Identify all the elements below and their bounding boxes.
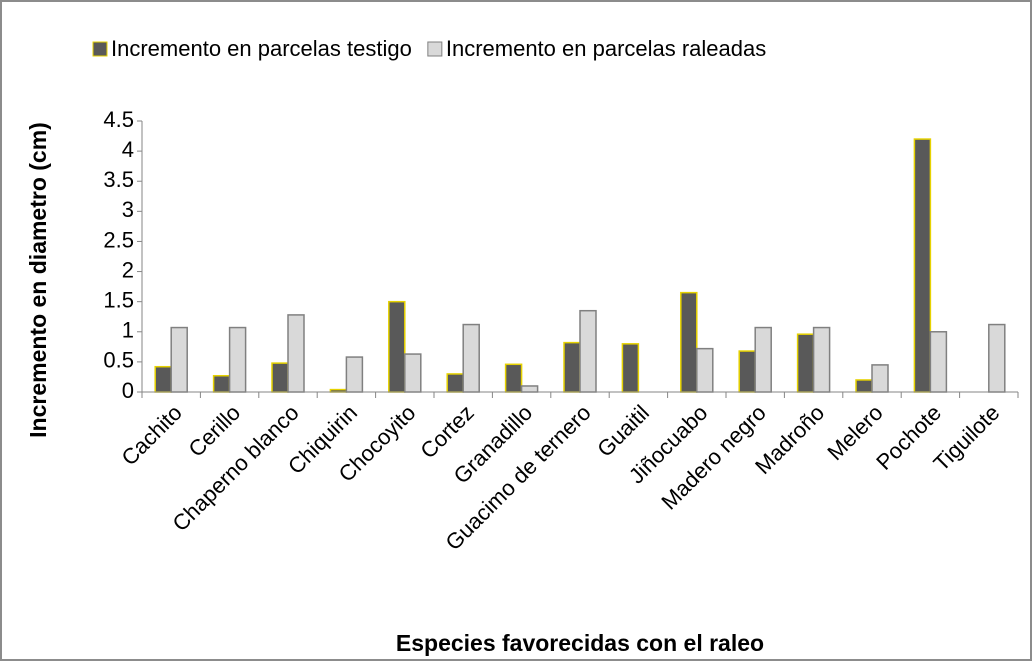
bar	[388, 300, 406, 393]
bar	[929, 331, 948, 393]
y-tick-label: 3	[122, 197, 134, 222]
bar	[988, 323, 1006, 393]
x-axis-title: Especies favorecidas con el raleo	[396, 630, 764, 656]
bar	[855, 379, 873, 393]
bar	[738, 350, 756, 393]
bar	[154, 365, 172, 393]
bar	[621, 343, 640, 393]
legend-label: Incremento en parcelas raleadas	[446, 36, 766, 61]
bar	[796, 333, 815, 393]
bar	[812, 326, 831, 393]
legend-swatch	[92, 41, 108, 57]
bar	[462, 323, 480, 393]
bar	[680, 291, 698, 393]
bar	[696, 347, 714, 393]
y-tick-label: 1	[122, 318, 134, 343]
y-tick-label: 2	[122, 257, 134, 282]
bar	[228, 326, 247, 393]
y-tick-label: 0.5	[103, 348, 134, 373]
y-tick-label: 4	[122, 137, 134, 162]
bar	[913, 138, 932, 393]
bar	[404, 353, 422, 393]
y-tick-label: 1.5	[103, 287, 134, 312]
y-tick-label: 0	[122, 378, 134, 403]
bar	[212, 374, 231, 393]
bar	[287, 314, 305, 393]
bar	[520, 385, 539, 393]
y-tick-label: 3.5	[103, 167, 134, 192]
y-tick-label: 2.5	[103, 227, 134, 252]
bar	[504, 363, 523, 393]
bar	[754, 326, 772, 393]
y-axis-title: Incremento en diametro (cm)	[25, 122, 51, 438]
bar	[579, 309, 597, 393]
legend-label: Incremento en parcelas testigo	[111, 36, 412, 61]
bar	[345, 356, 364, 393]
bar	[271, 362, 289, 393]
legend-swatch	[427, 41, 443, 57]
bar	[563, 341, 581, 393]
y-tick-label: 4.5	[103, 107, 134, 132]
bar	[170, 326, 188, 393]
bar	[871, 364, 889, 393]
bar	[446, 373, 464, 393]
